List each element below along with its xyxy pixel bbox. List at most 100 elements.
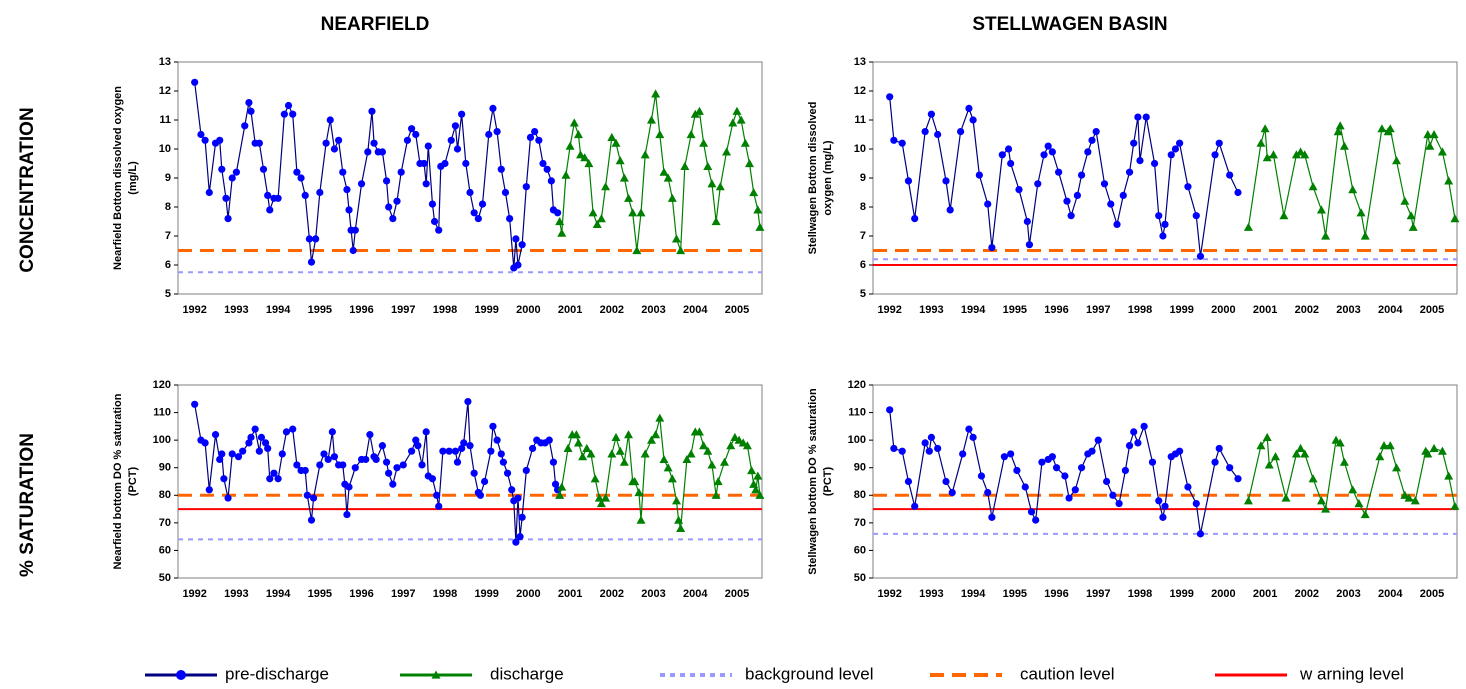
point (744, 159, 754, 168)
point (339, 168, 347, 176)
x-tick-label: 2004 (683, 588, 708, 600)
point (1262, 153, 1272, 162)
x-tick-label: 2005 (725, 304, 749, 316)
x-tick-label: 1996 (1044, 588, 1068, 600)
point (284, 101, 293, 110)
point (197, 130, 205, 139)
point (1048, 148, 1056, 156)
point (1136, 157, 1144, 165)
point (655, 130, 665, 139)
legend-label: caution level (1020, 664, 1115, 683)
point (659, 167, 669, 176)
point (1392, 156, 1402, 165)
point (1007, 450, 1015, 458)
point (497, 165, 505, 173)
point (611, 138, 621, 147)
point (247, 107, 255, 115)
x-tick-label: 1997 (1086, 304, 1110, 316)
x-tick-label: 2000 (1211, 588, 1235, 600)
x-tick-label: 1995 (1003, 588, 1027, 600)
point (1013, 466, 1021, 475)
x-tick-label: 1996 (1044, 304, 1068, 316)
point (1155, 497, 1163, 505)
y-tick-label: 11 (854, 114, 866, 126)
point (1038, 458, 1046, 466)
point (458, 110, 466, 118)
point (301, 466, 309, 475)
point (686, 130, 696, 139)
point (904, 177, 913, 185)
point (569, 118, 579, 127)
point (220, 475, 228, 483)
point (640, 449, 650, 458)
x-tick-label: 1992 (877, 588, 901, 600)
point (232, 168, 240, 176)
point (1000, 453, 1009, 461)
point (293, 168, 301, 176)
point (984, 488, 992, 497)
point (322, 139, 330, 147)
point (393, 464, 401, 472)
y-tick-label: 50 (159, 572, 171, 584)
point (255, 447, 263, 455)
y-tick-label: 5 (860, 288, 866, 300)
point (747, 465, 757, 475)
point (590, 474, 600, 483)
point (316, 461, 324, 469)
point (1121, 466, 1129, 475)
point (911, 215, 919, 223)
point (462, 159, 470, 168)
point (1360, 231, 1370, 240)
point (216, 136, 224, 144)
point (1176, 447, 1184, 455)
point (320, 450, 328, 458)
point (493, 436, 501, 444)
x-tick-label: 1999 (1169, 304, 1193, 316)
point (555, 490, 565, 499)
x-tick-label: 1997 (391, 588, 415, 600)
point (307, 516, 316, 524)
point (549, 458, 558, 466)
point (420, 159, 428, 168)
point (998, 151, 1006, 159)
point (274, 194, 282, 202)
x-tick-label: 1998 (433, 588, 457, 600)
point (554, 209, 562, 217)
point (289, 110, 297, 118)
point (713, 477, 723, 486)
point (707, 179, 717, 188)
point (740, 138, 750, 147)
point (551, 480, 560, 488)
point (663, 173, 673, 182)
point (1354, 499, 1364, 508)
point (257, 433, 266, 441)
point (1226, 464, 1234, 472)
x-tick-label: 2001 (1253, 588, 1277, 600)
x-tick-label: 1998 (1128, 588, 1152, 600)
point (522, 466, 530, 475)
point (886, 406, 894, 414)
point (378, 442, 386, 450)
y-tick-label: 120 (153, 379, 171, 391)
point (582, 443, 592, 453)
point (403, 136, 412, 144)
x-tick-label: 2002 (600, 304, 624, 316)
point (1279, 211, 1289, 220)
point (1211, 151, 1219, 159)
point (1215, 139, 1223, 147)
point (596, 214, 606, 223)
point (205, 188, 213, 197)
point (904, 477, 913, 486)
point (516, 533, 524, 541)
point (707, 460, 717, 469)
point (555, 217, 565, 226)
point (228, 174, 236, 182)
point (453, 145, 462, 153)
x-tick-label: 2001 (558, 588, 582, 600)
point (282, 428, 291, 436)
point (1184, 183, 1192, 191)
point (1348, 485, 1358, 494)
point (324, 455, 332, 464)
point (328, 428, 336, 436)
point (389, 480, 397, 488)
